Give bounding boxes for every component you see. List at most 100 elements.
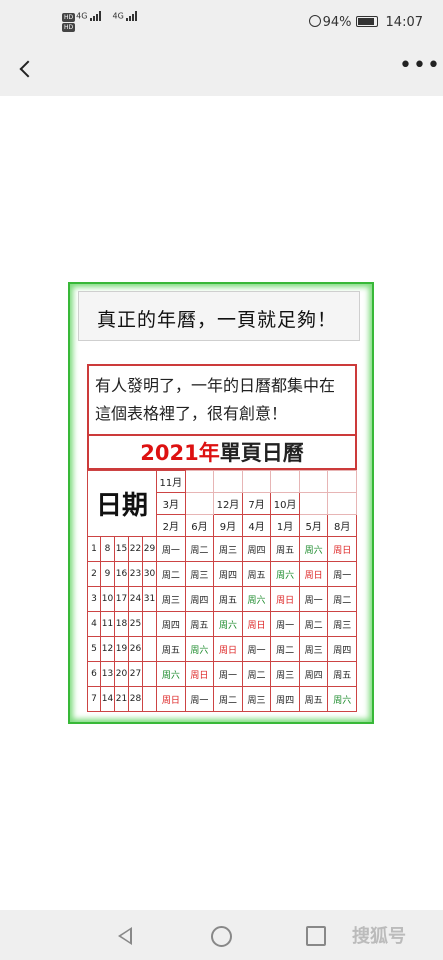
back-triangle-icon[interactable] [118, 927, 132, 945]
image-title: 真正的年曆，一頁就足夠！ [97, 309, 338, 331]
empty-month-cell [184, 492, 215, 515]
weekday-cell: 周六 [213, 611, 243, 637]
clock: 14:07 [385, 15, 423, 30]
month-cell: 9月 [213, 514, 243, 537]
signal-icon [89, 11, 102, 21]
weekday-cell: 周四 [241, 536, 272, 562]
day-number-cell: 12 [100, 636, 115, 662]
top-nav: ••• [0, 44, 443, 96]
day-number-cell: 22 [128, 536, 143, 562]
weekday-cell: 周六 [298, 536, 329, 562]
calendar-title-text: 單頁日曆 [219, 441, 304, 465]
day-number-cell: 5 [87, 636, 101, 662]
weekday-cell: 周日 [184, 661, 215, 687]
month-cell: 2月 [156, 514, 186, 537]
system-nav-bar: 搜狐号 [0, 910, 443, 960]
more-options-button[interactable]: ••• [399, 53, 441, 78]
alarm-icon [308, 15, 321, 27]
calendar-title: 2021年單頁日曆 [87, 436, 357, 470]
day-number-cell: 3 [87, 586, 101, 612]
calendar-image[interactable]: 真正的年曆，一頁就足夠！ 有人發明了，一年的日曆都集中在 這個表格裡了，很有創意… [68, 282, 374, 724]
day-number-cell: 1 [87, 536, 101, 562]
day-number-cell [141, 686, 158, 712]
month-cell: 5月 [298, 514, 329, 537]
weekday-cell: 周四 [156, 611, 186, 637]
empty-month-cell [184, 470, 215, 493]
weekday-cell: 周六 [184, 636, 215, 662]
weekday-cell: 周五 [213, 586, 243, 612]
weekday-cell: 周二 [213, 686, 243, 712]
weekday-cell: 周五 [298, 686, 329, 712]
calendar-row: 5 12 19 26 周五 周六 周日 周一 周二 周三 周四 [87, 636, 357, 662]
empty-month-cell [298, 492, 329, 515]
calendar-table: 日期 11月 3月 12月 7月 10月 2月 6月 9月 4月 1月 5月 8月 1 8 15 22 29 周一周… [86, 470, 357, 712]
month-cell: 12月 [213, 492, 243, 515]
calendar-row: 2 9 16 23 30 周二 周三 周四 周五 周六 周日 周一 [87, 561, 357, 587]
empty-month-cell [327, 492, 357, 515]
day-number-cell: 9 [100, 561, 115, 587]
day-number-cell: 28 [128, 686, 143, 712]
empty-month-cell [327, 470, 357, 493]
weekday-cell: 周六 [270, 561, 300, 587]
recents-square-icon[interactable] [306, 926, 326, 946]
month-cell: 1月 [270, 514, 300, 537]
signal-icon-2 [126, 11, 138, 21]
date-label: 日期 [86, 470, 158, 537]
day-number-cell: 7 [87, 686, 101, 712]
month-cell: 4月 [241, 514, 272, 537]
image-title-box: 真正的年曆，一頁就足夠！ [78, 291, 360, 341]
status-bar: HD 4G 4G HD 94% 14:07 [0, 0, 443, 44]
calendar-row: 6 13 20 27 周六 周日 周一 周二 周三 周四 周五 [87, 661, 357, 687]
day-number-cell: 13 [100, 661, 115, 687]
weekday-cell: 周四 [184, 586, 215, 612]
weekday-cell: 周三 [241, 686, 272, 712]
weekday-cell: 周五 [156, 636, 186, 662]
home-circle-icon[interactable] [211, 926, 232, 947]
network-type: 4G [76, 11, 88, 21]
calendar-year: 2021年 [140, 441, 220, 465]
weekday-cell: 周二 [184, 536, 215, 562]
day-number-cell: 17 [114, 586, 129, 612]
day-number-cell: 8 [100, 536, 115, 562]
weekday-cell: 周一 [298, 586, 329, 612]
weekday-cell: 周一 [184, 686, 215, 712]
day-number-cell: 24 [128, 586, 143, 612]
weekday-cell: 周四 [298, 661, 329, 687]
weekday-cell: 周一 [327, 561, 357, 587]
empty-month-cell [213, 470, 243, 493]
calendar-row: 3 10 17 24 31 周三 周四 周五 周六 周日 周一 周二 [87, 586, 357, 612]
weekday-cell: 周五 [327, 661, 357, 687]
month-cell: 8月 [327, 514, 357, 537]
month-cell: 10月 [270, 492, 300, 515]
weekday-cell: 周日 [156, 686, 186, 712]
weekday-cell: 周二 [327, 586, 357, 612]
day-number-cell: 15 [114, 536, 129, 562]
weekday-cell: 周二 [241, 661, 272, 687]
weekday-cell: 周日 [327, 536, 357, 562]
watermark: 搜狐号 [352, 926, 406, 947]
day-number-cell: 29 [141, 536, 158, 562]
weekday-cell: 周五 [184, 611, 215, 637]
month-cell: 11月 [156, 470, 186, 493]
weekday-cell: 周一 [156, 536, 186, 562]
day-number-cell: 26 [128, 636, 143, 662]
weekday-cell: 周四 [270, 686, 300, 712]
day-number-cell: 25 [128, 611, 143, 637]
back-button[interactable] [12, 54, 42, 84]
day-number-cell: 27 [128, 661, 143, 687]
weekday-cell: 周四 [213, 561, 243, 587]
day-number-cell: 2 [87, 561, 101, 587]
weekday-cell: 周三 [327, 611, 357, 637]
weekday-cell: 周三 [298, 636, 329, 662]
battery-percent: 94% [322, 15, 352, 30]
month-cell: 6月 [184, 514, 215, 537]
weekday-cell: 周日 [270, 586, 300, 612]
calendar-row: 1 8 15 22 29 周一 周二 周三 周四 周五 周六 周日 [87, 536, 357, 562]
weekday-cell: 周四 [327, 636, 357, 662]
empty-month-cell [241, 470, 272, 493]
weekday-cell: 周日 [213, 636, 243, 662]
description-text: 有人發明了，一年的日曆都集中在 這個表格裡了，很有創意！ [95, 372, 353, 428]
status-right: 94% 14:07 [308, 15, 423, 30]
day-number-cell: 6 [87, 661, 101, 687]
day-number-cell: 30 [141, 561, 158, 587]
